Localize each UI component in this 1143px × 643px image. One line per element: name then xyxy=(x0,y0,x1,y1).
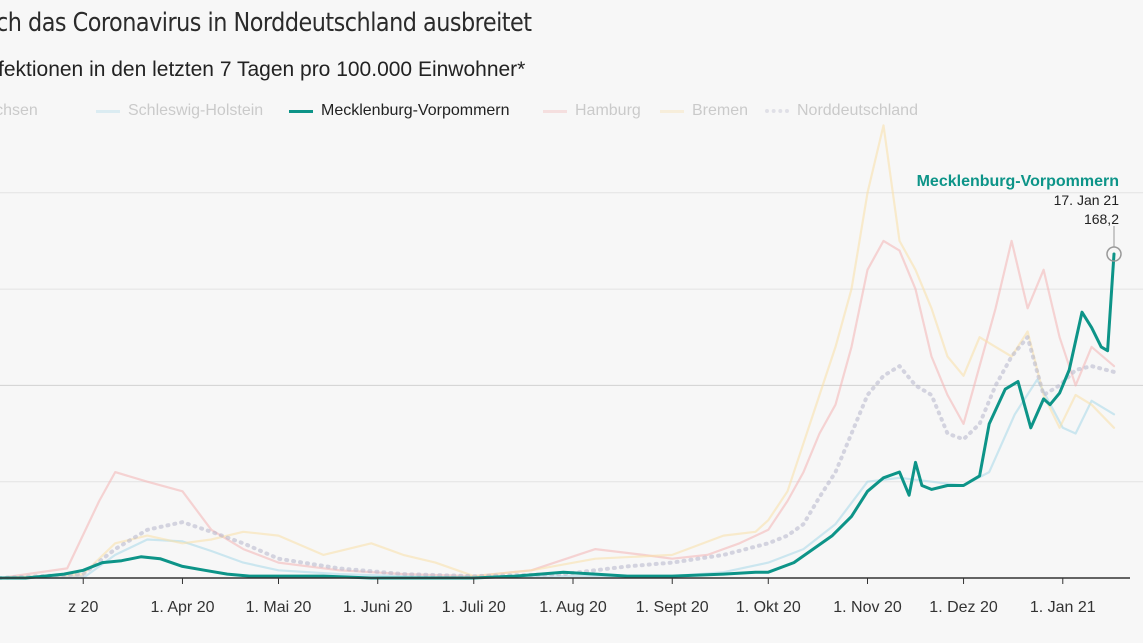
legend-label: ersachsen xyxy=(0,102,38,119)
legend-label: Schleswig-Holstein xyxy=(128,102,264,119)
annotation: Mecklenburg-Vorpommern 17. Jan 21 168,2 xyxy=(917,173,1122,262)
legend-swatch xyxy=(765,109,789,113)
x-tick-label-5: 1. Aug 20 xyxy=(539,599,607,616)
annotation-series-name: Mecklenburg-Vorpommern xyxy=(917,173,1119,190)
x-tick-label-3: 1. Juni 20 xyxy=(343,599,412,616)
legend-swatch xyxy=(660,109,684,113)
x-tick-label-9: 1. Dez 20 xyxy=(929,599,998,616)
x-tick-label-0: z 20 xyxy=(68,599,98,616)
chart-title: ch das Coronavirus in Norddeutschland au… xyxy=(0,8,532,38)
legend-item-schleswig-holstein[interactable]: Schleswig-Holstein xyxy=(96,102,263,120)
legend-label: Norddeutschland xyxy=(797,102,918,119)
legend-label: Mecklenburg-Vorpommern xyxy=(321,102,510,119)
x-tick-label-10: 1. Jan 21 xyxy=(1030,599,1096,616)
legend-swatch xyxy=(543,109,567,113)
x-tick-label-6: 1. Sept 20 xyxy=(636,599,709,616)
annotation-marker xyxy=(1106,246,1122,262)
series-line-bremen[interactable] xyxy=(0,124,1116,580)
legend-item-ersachsen[interactable]: ersachsen xyxy=(0,102,38,120)
series-line-hamburg[interactable] xyxy=(0,239,1116,580)
x-tick-label-7: 1. Okt 20 xyxy=(736,599,801,616)
x-tick-label-1: 1. Apr 20 xyxy=(150,599,214,616)
series-line-norddeutschland[interactable] xyxy=(0,335,1116,580)
legend-label: Bremen xyxy=(692,102,749,119)
x-tick-label-8: 1. Nov 20 xyxy=(833,599,902,616)
x-tick-label-2: 1. Mai 20 xyxy=(246,599,312,616)
x-axis: z 20 1. Apr 20 1. Mai 20 1. Juni 20 1. Juli … xyxy=(0,577,1130,616)
series-layer xyxy=(0,124,1116,580)
annotation-date: 17. Jan 21 xyxy=(1054,192,1120,208)
chart-subtitle: fektionen in den letzten 7 Tagen pro 100… xyxy=(0,58,526,81)
series-line-schleswig-holstein[interactable] xyxy=(0,378,1116,580)
legend-swatch xyxy=(96,109,120,113)
legend-item-bremen[interactable]: Bremen xyxy=(660,102,748,120)
legend-item-hamburg[interactable]: Hamburg xyxy=(543,102,641,120)
annotation-value: 168,2 xyxy=(1084,211,1119,227)
legend-item-mecklenburg-vorpommern[interactable]: Mecklenburg-Vorpommern xyxy=(289,102,510,120)
x-tick-label-4: 1. Juli 20 xyxy=(442,599,506,616)
legend-item-norddeutschland[interactable]: Norddeutschland xyxy=(765,102,918,120)
legend-label: Hamburg xyxy=(575,102,641,119)
legend-swatch xyxy=(289,109,313,113)
series-line-mecklenburg-vorpommern[interactable] xyxy=(0,252,1116,580)
grid-layer xyxy=(0,192,1143,483)
